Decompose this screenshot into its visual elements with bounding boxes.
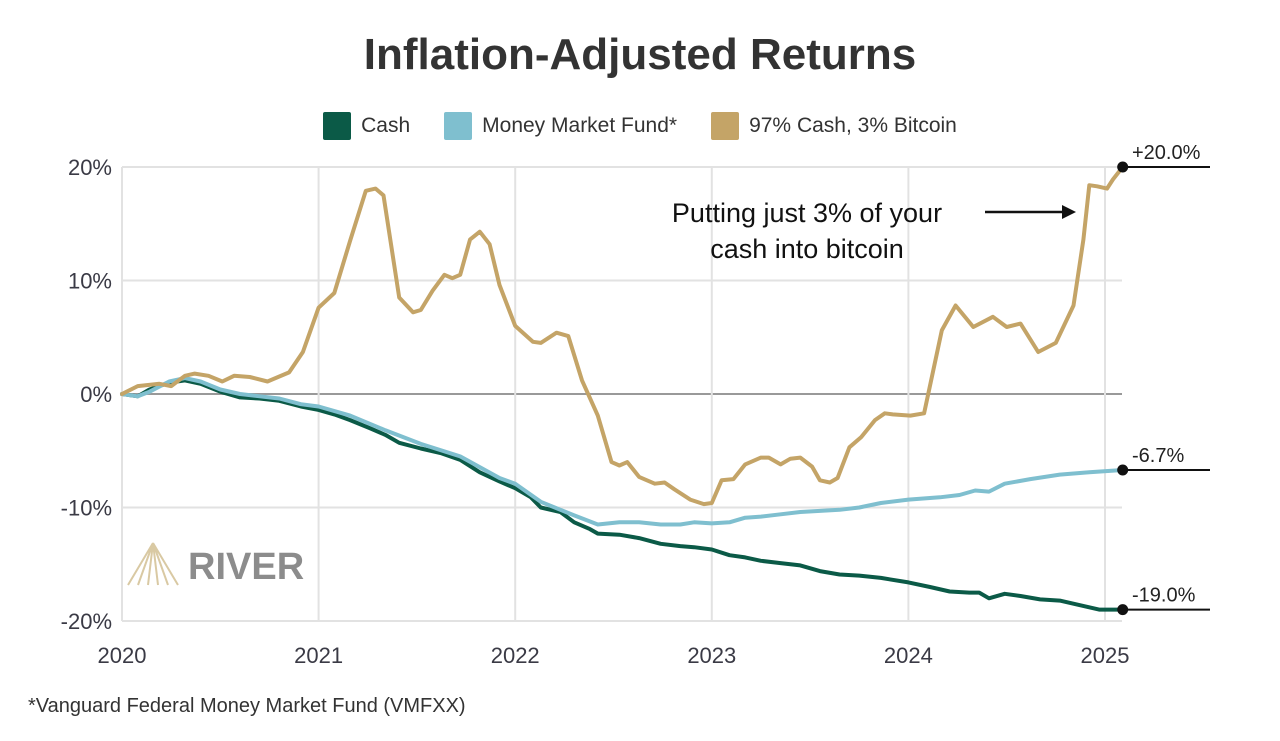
- end-value-label: -19.0%: [1132, 585, 1196, 607]
- legend-swatch: [711, 112, 740, 140]
- y-tick-label: 0%: [80, 382, 112, 407]
- river-logo-icon: [127, 542, 179, 586]
- series-line-2: [120, 165, 1125, 507]
- end-value-label: -6.7%: [1132, 445, 1184, 467]
- x-tick-label: 2025: [1081, 643, 1130, 668]
- end-point-marker: [1117, 604, 1129, 616]
- x-tick-label: 2020: [98, 643, 147, 668]
- series-line-1: [120, 376, 1125, 527]
- legend-swatch: [444, 112, 473, 140]
- legend-swatch: [323, 112, 352, 140]
- y-tick-label: -10%: [61, 496, 112, 521]
- annotation: Putting just 3% of your cash into bitcoi…: [672, 198, 1076, 264]
- river-logo-text: RIVER: [188, 546, 304, 588]
- annotation-arrow-head-icon: [1062, 205, 1076, 219]
- annotation-line-1: Putting just 3% of your: [672, 198, 942, 228]
- legend-item-cash: Cash: [323, 112, 410, 140]
- legend-label: Cash: [361, 114, 411, 137]
- y-tick-label: 20%: [68, 155, 112, 180]
- legend-label: 97% Cash, 3% Bitcoin: [749, 114, 957, 137]
- river-logo: RIVER: [127, 542, 304, 588]
- end-point-marker: [1117, 161, 1129, 173]
- end-value-label: +20.0%: [1132, 142, 1201, 164]
- end-point-marker: [1117, 464, 1129, 476]
- legend-item-money-market: Money Market Fund*: [444, 112, 677, 140]
- chart-title: Inflation-Adjusted Returns: [363, 30, 917, 79]
- series-line-0: [120, 378, 1125, 612]
- footnote: *Vanguard Federal Money Market Fund (VMF…: [28, 695, 466, 717]
- legend: Cash Money Market Fund* 97% Cash, 3% Bit…: [0, 112, 1280, 140]
- x-tick-label: 2023: [687, 643, 736, 668]
- annotation-line-2: cash into bitcoin: [710, 234, 904, 264]
- x-tick-label: 2024: [884, 643, 933, 668]
- x-tick-label: 2022: [491, 643, 540, 668]
- legend-label: Money Market Fund*: [482, 114, 678, 137]
- y-tick-label: -20%: [61, 609, 112, 634]
- legend-item-bitcoin-mix: 97% Cash, 3% Bitcoin: [711, 112, 957, 140]
- x-tick-label: 2021: [294, 643, 343, 668]
- y-tick-label: 10%: [68, 269, 112, 294]
